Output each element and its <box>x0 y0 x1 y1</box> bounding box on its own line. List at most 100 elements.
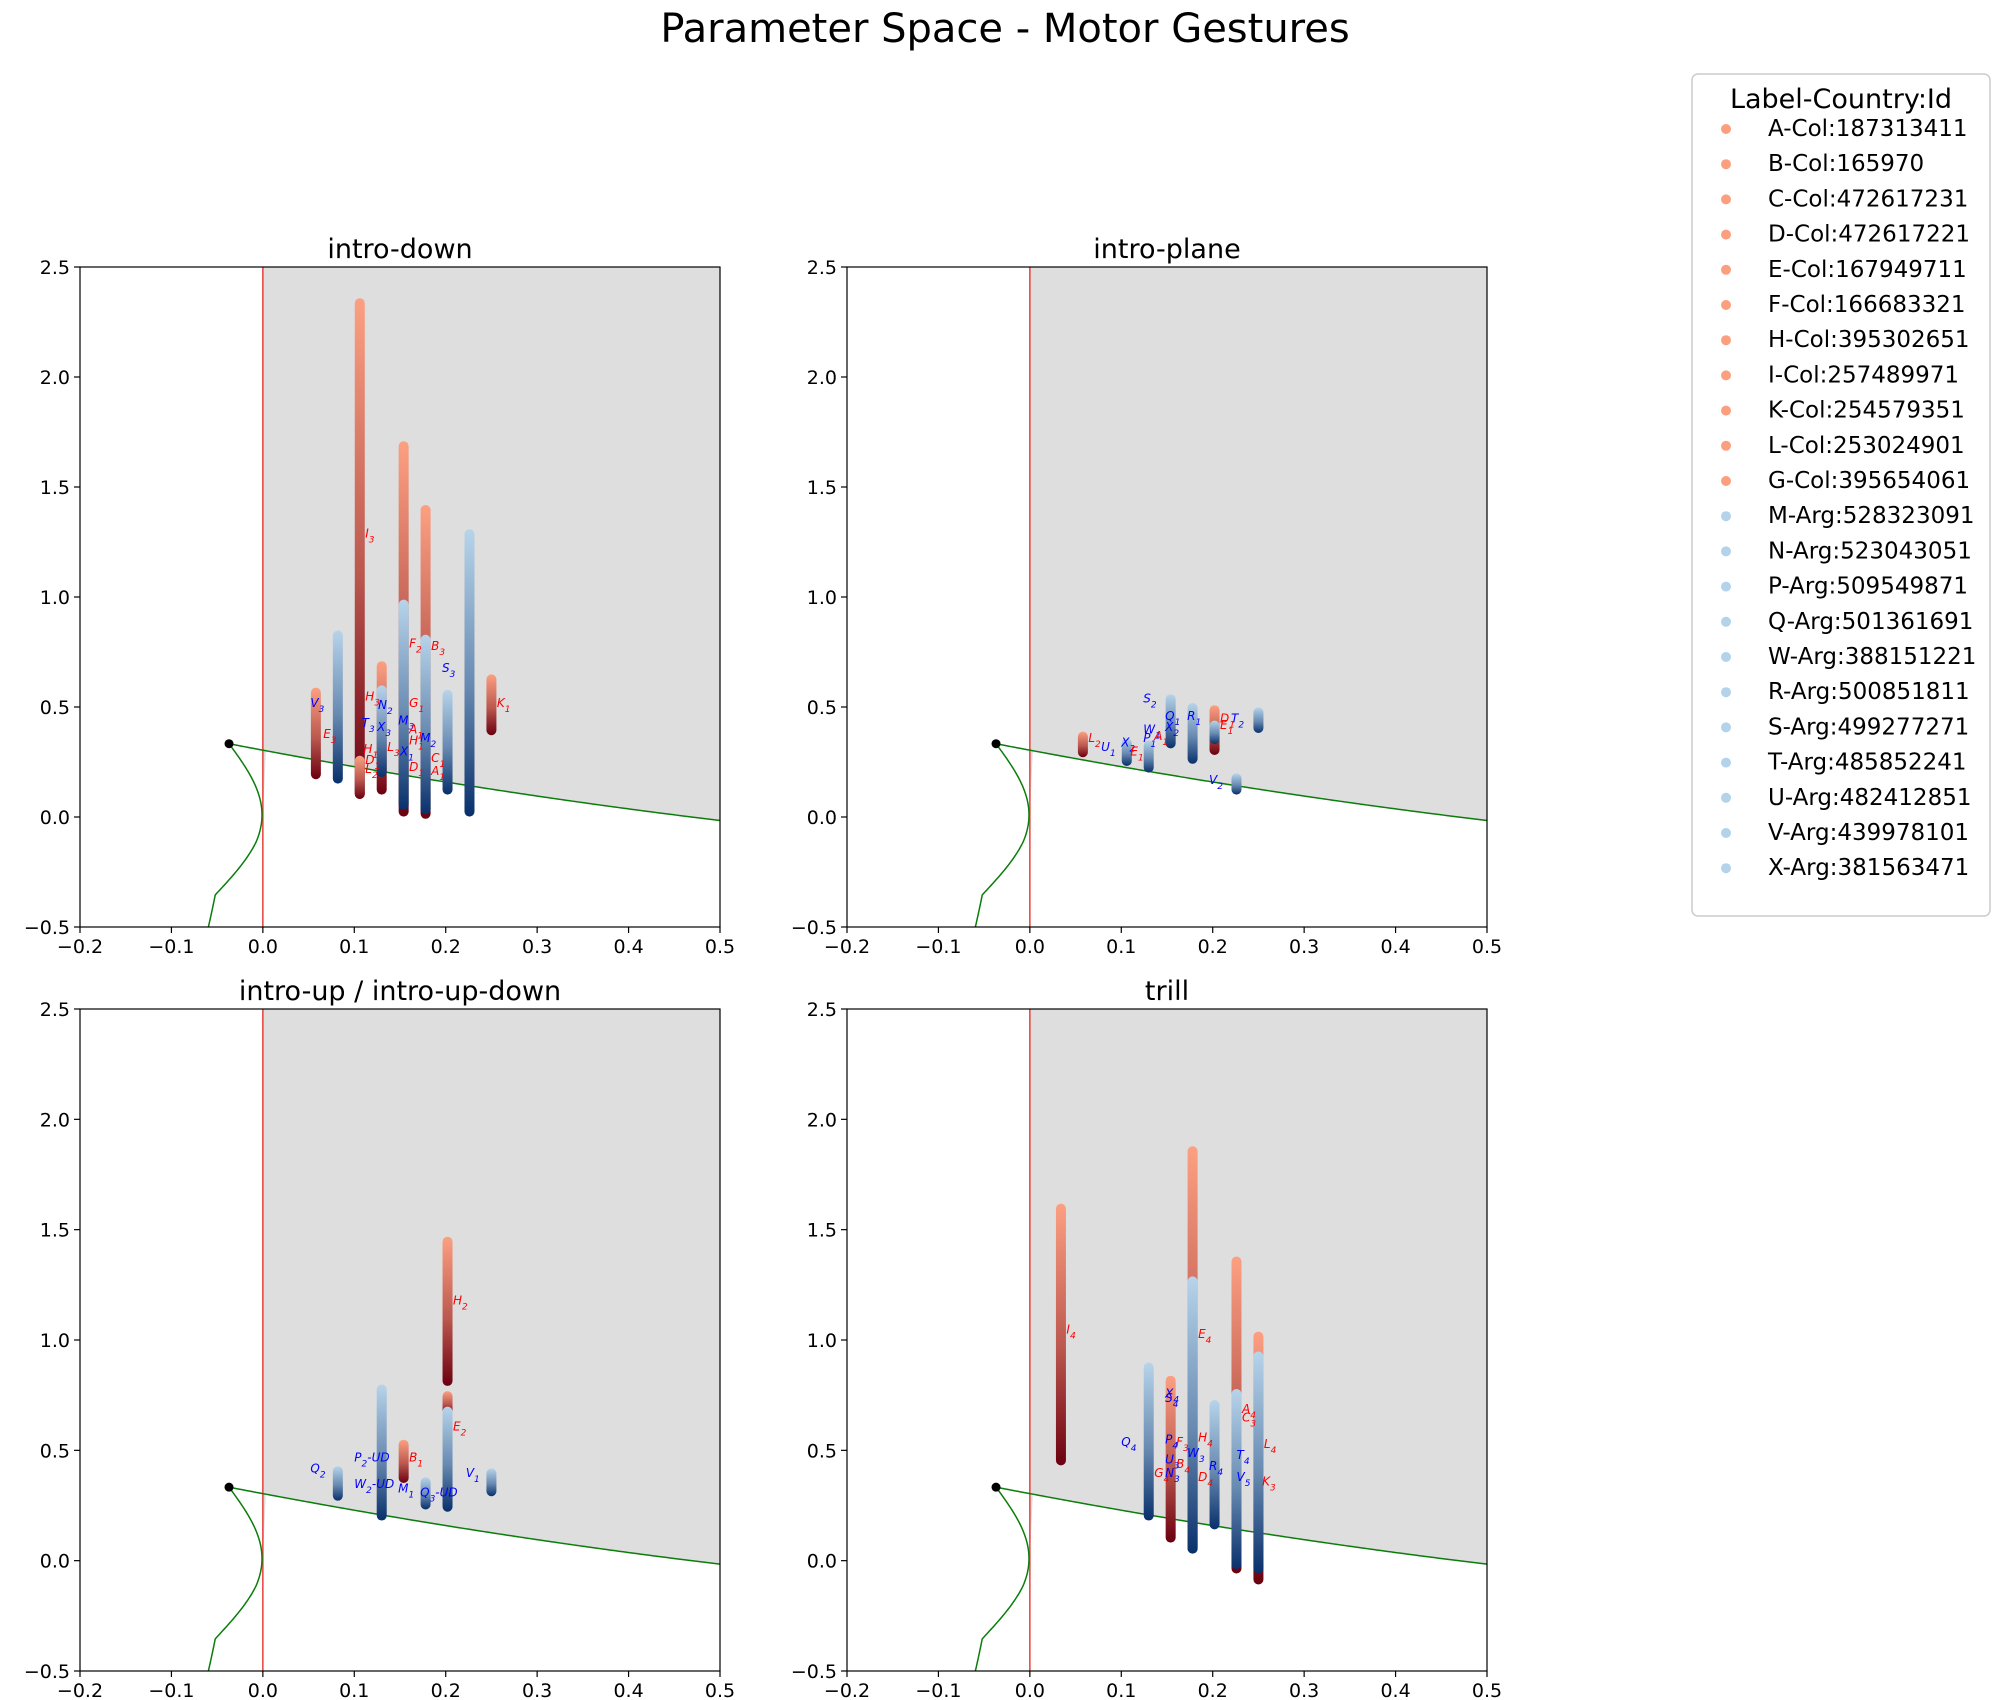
y-tick-label: −0.5 <box>791 917 837 939</box>
legend-marker <box>1721 511 1731 522</box>
point-label: H4 <box>1198 1431 1213 1450</box>
legend-marker <box>1721 229 1731 240</box>
x-tick-label: 0.1 <box>1106 1680 1136 1700</box>
panel-title: intro-down <box>327 234 472 265</box>
y-tick-label: 0.5 <box>40 697 70 719</box>
point-label: C1 <box>431 751 445 770</box>
point-label: X2 <box>1164 720 1179 739</box>
point-label: U3 <box>1165 1453 1180 1472</box>
point-label: F3 <box>1176 1435 1189 1454</box>
data-bar-arg <box>1187 1276 1198 1554</box>
point-label: X2 <box>1120 736 1135 755</box>
y-tick-label: 2.5 <box>807 999 837 1021</box>
y-tick-label: 0.0 <box>807 1551 837 1573</box>
cusp-point <box>991 1482 1001 1492</box>
point-label: E2 <box>453 1419 467 1438</box>
x-tick-label: 0.2 <box>431 1680 461 1700</box>
point-label: H2 <box>453 1294 468 1313</box>
point-label: Q3-UD <box>420 1486 458 1505</box>
point-label: A4 <box>1241 1402 1256 1421</box>
y-tick-label: 1.5 <box>807 477 837 499</box>
cusp-point <box>991 739 1001 749</box>
point-label: V5 <box>1236 1470 1250 1489</box>
figure-suptitle: Parameter Space - Motor Gestures <box>660 6 1349 52</box>
y-tick-label: −0.5 <box>24 917 70 939</box>
data-bar-col <box>1055 1203 1066 1466</box>
legend-frame <box>1691 73 1991 917</box>
data-bar-arg <box>420 634 431 815</box>
x-tick-label: 0.1 <box>1106 936 1136 958</box>
point-label: D4 <box>1198 1470 1213 1489</box>
data-bar-arg <box>486 1468 497 1497</box>
point-label: S3 <box>442 661 456 680</box>
point-label: F2 <box>409 637 422 656</box>
legend-entry-label: X-Arg:381563471 <box>1768 855 1969 881</box>
point-label: S2 <box>1143 692 1157 711</box>
data-bar-arg <box>1143 1362 1154 1521</box>
data-bar-col <box>310 687 321 780</box>
point-label: E1 <box>1220 718 1233 737</box>
panel-title: intro-plane <box>1093 234 1240 265</box>
legend-entry-label: T-Arg:485852241 <box>1767 750 1967 776</box>
point-label: X4 <box>1164 1386 1179 1405</box>
legend-entry-label: N-Arg:523043051 <box>1768 538 1972 564</box>
x-tick-label: −0.1 <box>915 936 961 958</box>
legend-entry-label: F-Col:166683321 <box>1768 292 1966 318</box>
x-tick-label: 0.4 <box>613 936 643 958</box>
point-label: A1 <box>430 764 445 783</box>
data-bar-arg <box>1165 694 1176 749</box>
point-label: W1 <box>1143 722 1161 741</box>
legend-marker <box>1721 828 1731 838</box>
point-label: L3 <box>387 740 400 759</box>
x-tick-label: 0.5 <box>705 1680 735 1700</box>
x-tick-label: 0.4 <box>1380 936 1410 958</box>
x-tick-label: −0.1 <box>148 936 194 958</box>
y-tick-label: 1.0 <box>807 587 837 609</box>
legend-entry-label: V-Arg:439978101 <box>1768 820 1969 846</box>
legend-marker <box>1721 405 1731 416</box>
boundary-curve-loop <box>207 743 263 927</box>
point-label: V1 <box>466 1466 480 1485</box>
data-bar-arg <box>332 630 343 784</box>
point-label: I3 <box>365 527 375 546</box>
point-label: A1 <box>1153 729 1168 748</box>
data-bar-arg <box>420 1477 431 1510</box>
point-label: E1 <box>1130 744 1143 763</box>
legend-entry-label: K-Col:254579351 <box>1768 398 1965 424</box>
y-tick-label: 1.5 <box>40 1220 70 1242</box>
boundary-curve-loop <box>974 743 1030 927</box>
data-bar-arg <box>1209 1399 1220 1530</box>
x-tick-label: 0.3 <box>522 936 552 958</box>
y-tick-label: 2.5 <box>807 257 837 279</box>
legend-entry-label: G-Col:395654061 <box>1768 468 1970 494</box>
legend-entry-label: A-Col:187313411 <box>1768 116 1968 142</box>
point-label: M2 <box>420 731 436 750</box>
panel-title: trill <box>1145 976 1189 1007</box>
y-tick-label: 1.0 <box>807 1330 837 1352</box>
data-bar-arg <box>376 685 387 777</box>
legend-marker <box>1721 335 1731 346</box>
point-label: K1 <box>497 696 511 715</box>
y-tick-label: 2.5 <box>40 999 70 1021</box>
y-tick-label: −0.5 <box>24 1661 70 1683</box>
point-label: R4 <box>1209 1459 1223 1478</box>
point-label: H3 <box>365 689 380 708</box>
x-tick-label: −0.1 <box>148 1680 194 1700</box>
point-label: W3 <box>1187 1446 1205 1465</box>
legend-entry-label: W-Arg:388151221 <box>1768 644 1976 670</box>
point-label: X1 <box>399 744 414 763</box>
legend-marker <box>1721 264 1731 275</box>
point-label: K3 <box>1262 1475 1276 1494</box>
legend-entry-label: M-Arg:528323091 <box>1768 503 1974 529</box>
point-label: C3 <box>1242 1411 1256 1430</box>
x-tick-label: 0.3 <box>1289 936 1319 958</box>
legend-entry-label: E-Col:167949711 <box>1768 257 1967 283</box>
legend: Label-Country:Id A-Col:187313411 B-Col:16… <box>1691 73 1991 917</box>
legend-marker <box>1721 616 1731 627</box>
point-label: G4 <box>1154 1466 1169 1485</box>
legend-marker <box>1721 581 1731 592</box>
x-tick-label: 0.4 <box>1380 1680 1410 1700</box>
legend-marker <box>1721 722 1731 733</box>
